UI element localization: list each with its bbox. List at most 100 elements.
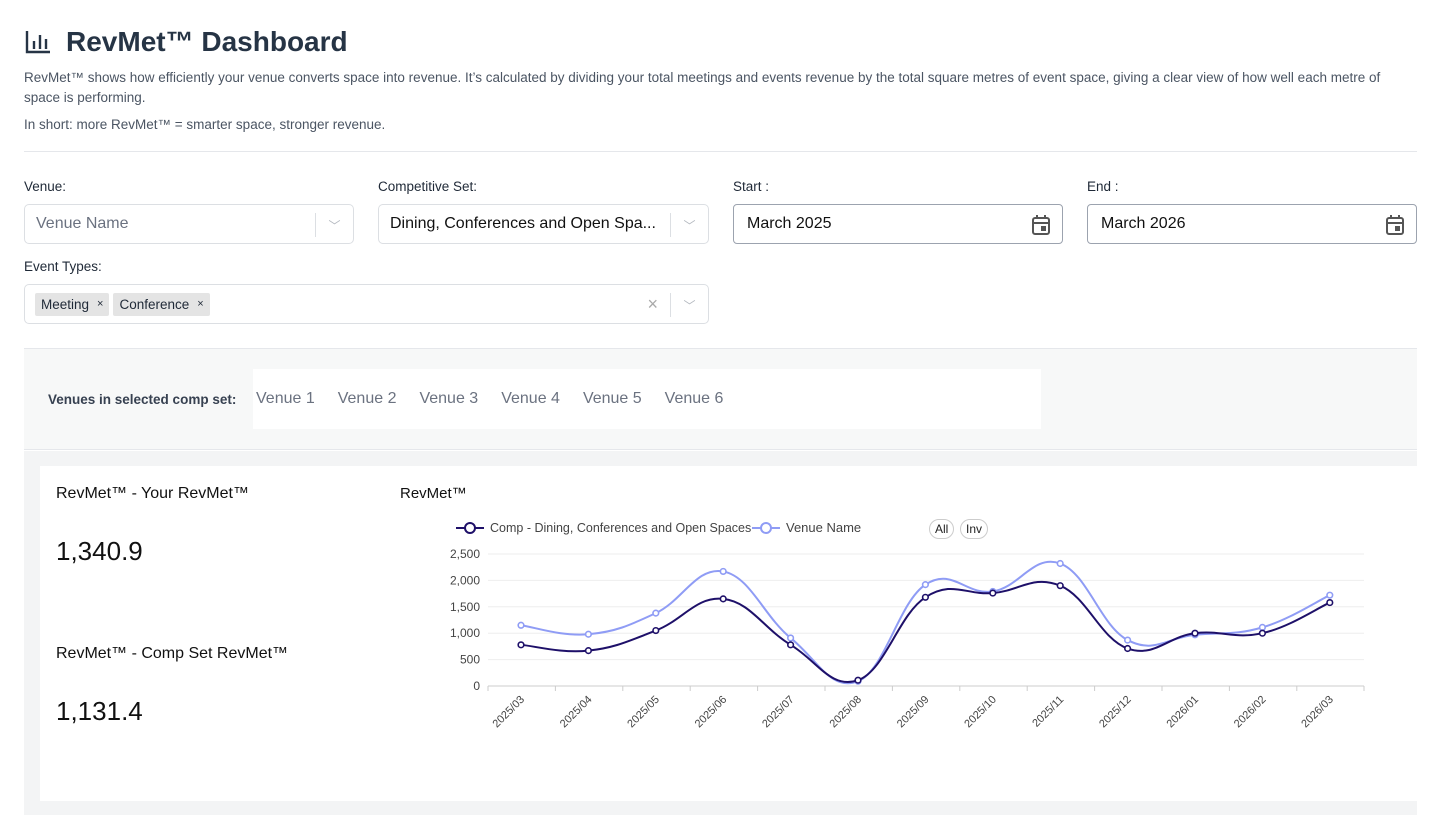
event-type-chip: Conference × xyxy=(113,292,210,316)
data-point xyxy=(1326,591,1334,599)
compset-value: Dining, Conferences and Open Spa... xyxy=(390,215,656,232)
data-point xyxy=(584,630,593,638)
data-point xyxy=(1258,629,1266,637)
comp-revmet-label: RevMet™ - Comp Set RevMet™ xyxy=(56,645,289,662)
remove-icon[interactable]: × xyxy=(97,298,104,310)
data-point xyxy=(1191,629,1199,637)
your-revmet-value: 1,340.9 xyxy=(56,536,143,566)
compset-label: Venues in selected comp set: xyxy=(48,392,237,407)
description: RevMet™ shows how efficiently your venue… xyxy=(24,70,1381,105)
chart-title: RevMet™ xyxy=(400,485,467,502)
data-point xyxy=(584,647,593,655)
data-point xyxy=(719,595,727,603)
data-point xyxy=(786,634,795,642)
remove-icon[interactable]: × xyxy=(197,298,204,310)
legend-label: Comp - Dining, Conferences and Open Spac… xyxy=(490,521,751,535)
x-tick-label: 2025/11 xyxy=(1030,694,1066,730)
venue-item[interactable]: Venue 1 xyxy=(256,390,315,407)
venue-item[interactable]: Venue 5 xyxy=(582,390,642,407)
data-point xyxy=(989,589,997,597)
page-title: RevMet™ Dashboard xyxy=(66,26,348,57)
data-point xyxy=(1258,623,1266,631)
data-point xyxy=(1123,636,1132,644)
x-tick-label: 2025/09 xyxy=(895,694,932,731)
x-tick-label: 2025/06 xyxy=(693,694,730,731)
data-point xyxy=(1056,582,1064,590)
y-tick-label: 500 xyxy=(460,653,480,667)
y-tick-label: 0 xyxy=(473,679,480,693)
compset-select[interactable]: Dining, Conferences and Open Spa... ﹀ xyxy=(378,204,709,244)
event-type-chip: Meeting × xyxy=(35,292,110,316)
legend-marker xyxy=(464,522,476,534)
invert-button[interactable]: Inv xyxy=(960,519,989,539)
y-tick-label: 1,000 xyxy=(450,626,480,640)
data-point xyxy=(989,587,997,596)
x-tick-label: 2025/08 xyxy=(828,694,865,731)
compset-venues-bar: Venues in selected comp set: Venue 1 Ven… xyxy=(24,348,1417,450)
x-tick-label: 2025/07 xyxy=(760,694,797,731)
data-point xyxy=(1326,598,1334,607)
legend-label: Venue Name xyxy=(786,520,861,535)
summary-text: In short: more RevMet™ = smarter space, … xyxy=(24,117,386,132)
data-point xyxy=(921,593,930,601)
x-tick-label: 2025/05 xyxy=(625,694,662,731)
y-tick-label: 2,000 xyxy=(450,573,480,587)
venue-item[interactable]: Venue 2 xyxy=(337,390,397,407)
series-line xyxy=(520,560,1331,685)
revmet-line-chart: 0 500 1,000 1,500 2,000 2,500 2025/03 2025/04 20… xyxy=(450,520,1365,731)
select-all-button[interactable]: All xyxy=(929,519,955,539)
page-header: RevMet™ Dashboard xyxy=(24,26,348,58)
end-label: End : xyxy=(1087,179,1119,194)
data-point xyxy=(517,641,525,649)
data-point xyxy=(1191,631,1199,639)
chevron-down-icon[interactable]: ﹀ xyxy=(315,213,353,237)
data-point xyxy=(652,626,660,635)
divider xyxy=(24,151,1417,152)
compset-label: Competitive Set: xyxy=(378,179,478,194)
chevron-down-icon[interactable]: ﹀ xyxy=(670,213,708,237)
calendar-icon[interactable] xyxy=(1032,215,1050,235)
legend-marker xyxy=(760,522,772,534)
series-line xyxy=(520,580,1331,683)
calendar-icon[interactable] xyxy=(1386,215,1404,235)
data-point xyxy=(786,641,795,649)
venue-item[interactable]: Venue 6 xyxy=(664,390,724,407)
chip-label: Meeting xyxy=(41,296,90,312)
end-date-input[interactable]: March 2026 xyxy=(1087,204,1417,244)
venue-select[interactable]: Venue Name ﹀ xyxy=(24,204,354,244)
x-tick-label: 2025/04 xyxy=(558,694,595,731)
venue-label: Venue: xyxy=(24,179,67,194)
start-label: Start : xyxy=(733,179,770,194)
data-point xyxy=(854,676,862,684)
x-tick-label: 2026/02 xyxy=(1232,694,1269,731)
x-tick-label: 2025/03 xyxy=(491,694,528,731)
data-point xyxy=(719,567,727,576)
data-point xyxy=(1056,559,1064,568)
comp-revmet-value: 1,131.4 xyxy=(56,696,143,726)
x-tick-label: 2025/10 xyxy=(962,694,999,731)
data-point xyxy=(854,677,862,685)
y-tick-label: 2,500 xyxy=(450,547,480,561)
event-types-select[interactable]: Meeting × Conference × × ﹀ xyxy=(24,284,709,324)
chip-label: Conference xyxy=(119,296,190,312)
data-point xyxy=(1123,644,1132,653)
x-tick-label: 2026/03 xyxy=(1299,694,1336,731)
revmet-card: RevMet™ - Your RevMet™ 1,340.9 RevMet™ -… xyxy=(40,466,1417,801)
data-point xyxy=(652,609,660,617)
event-types-label: Event Types: xyxy=(24,259,102,274)
end-value: March 2026 xyxy=(1101,215,1186,232)
venue-placeholder: Venue Name xyxy=(36,215,129,232)
data-point xyxy=(921,581,930,589)
clear-icon[interactable]: × xyxy=(647,294,658,314)
chevron-down-icon[interactable]: ﹀ xyxy=(670,293,708,317)
your-revmet-label: RevMet™ - Your RevMet™ xyxy=(56,485,249,502)
bar-chart-icon xyxy=(25,31,50,54)
start-date-input[interactable]: March 2025 xyxy=(733,204,1063,244)
x-tick-label: 2025/12 xyxy=(1097,694,1134,731)
venue-list: Venue 1 Venue 2 Venue 3 Venue 4 Venue 5 … xyxy=(253,369,1041,429)
y-tick-label: 1,500 xyxy=(450,600,480,614)
data-point xyxy=(517,621,525,629)
venue-item[interactable]: Venue 4 xyxy=(501,390,560,407)
venue-item[interactable]: Venue 3 xyxy=(419,390,479,407)
x-tick-label: 2026/01 xyxy=(1165,694,1202,731)
